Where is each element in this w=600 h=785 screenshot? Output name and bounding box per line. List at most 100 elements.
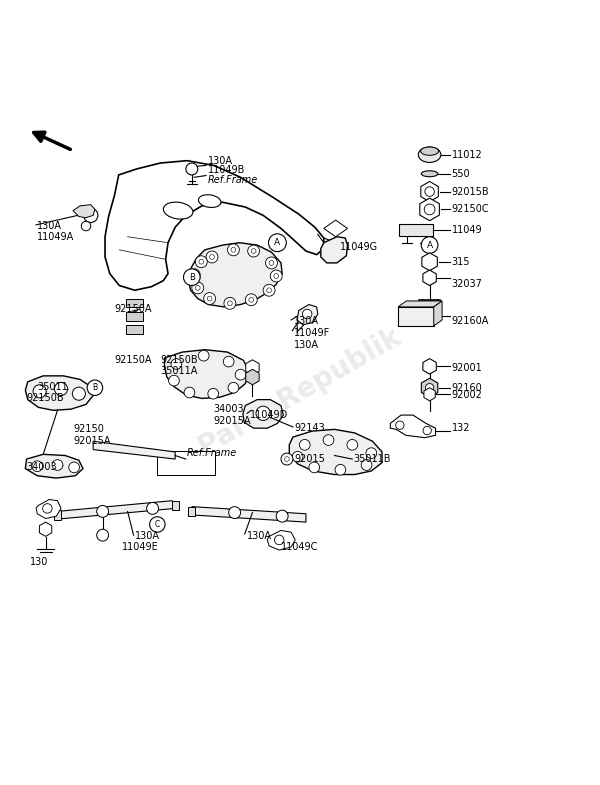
Ellipse shape xyxy=(163,202,193,219)
Polygon shape xyxy=(36,499,61,519)
Text: Parts Republik: Parts Republik xyxy=(194,323,406,462)
Text: 92150C: 92150C xyxy=(452,204,489,214)
Text: 11049E: 11049E xyxy=(122,542,158,552)
Text: 35011: 35011 xyxy=(37,382,68,392)
Text: 92160A: 92160A xyxy=(452,316,489,326)
Polygon shape xyxy=(398,301,442,307)
Text: 35011A: 35011A xyxy=(160,366,197,375)
Circle shape xyxy=(69,462,79,473)
Text: C: C xyxy=(155,520,160,529)
Circle shape xyxy=(251,249,256,254)
Circle shape xyxy=(227,244,239,256)
Polygon shape xyxy=(40,522,52,536)
Text: 130A: 130A xyxy=(247,531,271,542)
Circle shape xyxy=(292,451,303,462)
Circle shape xyxy=(81,221,91,231)
Text: 34003: 34003 xyxy=(26,462,57,473)
Polygon shape xyxy=(246,369,259,385)
Polygon shape xyxy=(423,270,436,286)
Polygon shape xyxy=(422,253,437,271)
Polygon shape xyxy=(391,415,436,438)
Ellipse shape xyxy=(421,147,439,155)
Polygon shape xyxy=(164,349,250,399)
Circle shape xyxy=(425,187,434,196)
Circle shape xyxy=(256,406,270,421)
Polygon shape xyxy=(434,301,442,326)
Circle shape xyxy=(299,440,310,450)
Bar xyxy=(127,299,143,308)
Circle shape xyxy=(284,457,289,462)
Circle shape xyxy=(248,245,260,257)
Circle shape xyxy=(209,254,214,259)
Circle shape xyxy=(302,309,312,319)
Text: 315: 315 xyxy=(452,257,470,267)
Bar xyxy=(54,510,61,520)
Polygon shape xyxy=(297,305,318,325)
Polygon shape xyxy=(424,388,435,401)
Circle shape xyxy=(184,387,195,398)
Circle shape xyxy=(169,375,179,386)
Circle shape xyxy=(266,257,277,268)
Circle shape xyxy=(424,204,435,215)
Circle shape xyxy=(270,270,282,282)
Polygon shape xyxy=(243,400,283,428)
Bar xyxy=(157,451,215,475)
Circle shape xyxy=(396,421,404,429)
Circle shape xyxy=(188,268,200,281)
Bar xyxy=(127,325,143,334)
Circle shape xyxy=(267,288,271,293)
Polygon shape xyxy=(289,429,382,475)
Circle shape xyxy=(227,301,232,305)
Text: 11049: 11049 xyxy=(452,225,482,235)
Polygon shape xyxy=(25,376,93,411)
Text: 11049F: 11049F xyxy=(294,328,331,338)
Text: 92150: 92150 xyxy=(73,425,104,434)
Circle shape xyxy=(228,382,239,393)
Circle shape xyxy=(231,247,236,252)
Circle shape xyxy=(192,282,204,294)
Text: 92143: 92143 xyxy=(294,423,325,433)
Text: A: A xyxy=(427,240,433,250)
Polygon shape xyxy=(192,506,306,522)
Text: 132: 132 xyxy=(452,423,470,433)
Circle shape xyxy=(229,506,241,519)
Text: B: B xyxy=(92,383,97,392)
Circle shape xyxy=(269,261,274,265)
Text: 92150B: 92150B xyxy=(160,355,198,365)
Bar xyxy=(398,307,434,326)
Text: 11012: 11012 xyxy=(452,150,482,159)
Circle shape xyxy=(276,510,288,522)
Text: 130A: 130A xyxy=(208,155,233,166)
Text: 130A: 130A xyxy=(294,340,319,350)
Circle shape xyxy=(73,387,85,400)
Circle shape xyxy=(223,356,234,367)
Text: 11049B: 11049B xyxy=(208,165,245,175)
Circle shape xyxy=(274,274,278,279)
Circle shape xyxy=(43,504,52,513)
Bar xyxy=(127,312,143,320)
Circle shape xyxy=(423,426,431,435)
Circle shape xyxy=(421,237,438,254)
Circle shape xyxy=(208,389,218,399)
Text: Ref.Frame: Ref.Frame xyxy=(187,448,238,458)
Circle shape xyxy=(206,251,218,263)
Text: 92015A: 92015A xyxy=(214,416,251,426)
Text: 35011B: 35011B xyxy=(353,454,391,464)
Circle shape xyxy=(33,385,46,398)
Text: 92150A: 92150A xyxy=(115,305,152,314)
Circle shape xyxy=(268,234,286,252)
Circle shape xyxy=(347,440,358,450)
Circle shape xyxy=(199,259,203,264)
Circle shape xyxy=(263,284,275,296)
Bar xyxy=(188,506,196,517)
Polygon shape xyxy=(25,455,83,478)
Polygon shape xyxy=(423,359,436,374)
Circle shape xyxy=(207,296,212,301)
Circle shape xyxy=(196,286,200,290)
Text: 11049C: 11049C xyxy=(281,542,319,552)
Circle shape xyxy=(196,256,207,268)
Polygon shape xyxy=(268,531,295,550)
Circle shape xyxy=(335,465,346,475)
Circle shape xyxy=(274,535,284,545)
Circle shape xyxy=(146,502,158,514)
